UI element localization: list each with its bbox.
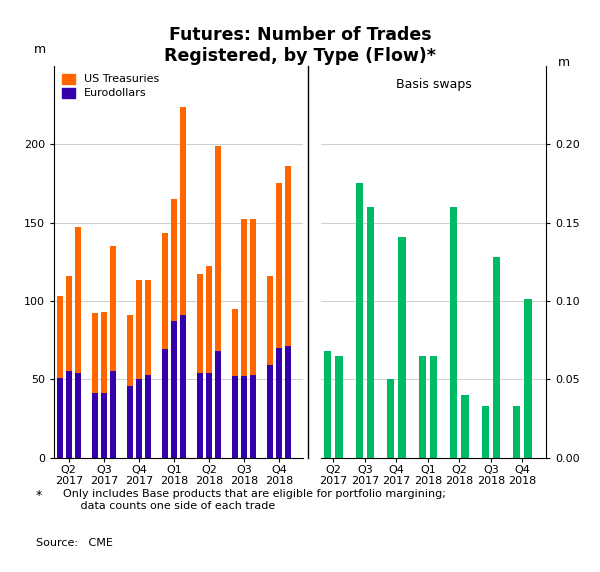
Bar	[145, 375, 151, 458]
Bar	[461, 395, 469, 458]
Bar	[92, 394, 98, 458]
Bar	[136, 280, 142, 379]
Bar	[127, 386, 133, 458]
Bar	[356, 183, 363, 458]
Text: Futures: Number of Trades
Registered, by Type (Flow)*: Futures: Number of Trades Registered, by…	[164, 26, 436, 65]
Bar	[482, 406, 489, 458]
Bar	[197, 274, 203, 373]
Bar	[285, 346, 291, 458]
Bar	[197, 373, 203, 458]
Y-axis label: m: m	[558, 56, 570, 69]
Text: Basis swaps: Basis swaps	[395, 78, 472, 90]
Text: Source:   CME: Source: CME	[36, 538, 113, 547]
Bar	[206, 373, 212, 458]
Bar	[324, 351, 331, 458]
Text: *: *	[36, 489, 42, 502]
Bar	[241, 220, 247, 376]
Bar	[215, 351, 221, 458]
Bar	[56, 378, 62, 458]
Bar	[398, 237, 406, 458]
Bar	[276, 183, 282, 348]
Bar	[215, 146, 221, 351]
Bar	[276, 348, 282, 458]
Bar	[110, 371, 116, 458]
Bar	[232, 309, 238, 376]
Bar	[171, 199, 177, 321]
Bar	[524, 299, 532, 458]
Bar	[430, 356, 437, 458]
Bar	[241, 376, 247, 458]
Bar	[180, 106, 186, 315]
Bar	[493, 257, 500, 458]
Bar	[145, 280, 151, 375]
Bar	[285, 166, 291, 346]
Bar	[110, 246, 116, 371]
Bar	[419, 356, 426, 458]
Bar	[171, 321, 177, 458]
Bar	[232, 376, 238, 458]
Text: Only includes Base products that are eligible for portfolio margining;
     data: Only includes Base products that are eli…	[63, 489, 446, 511]
Legend: US Treasuries, Eurodollars: US Treasuries, Eurodollars	[59, 72, 161, 101]
Bar	[180, 315, 186, 458]
Bar	[450, 207, 457, 458]
Bar	[101, 312, 107, 394]
Bar	[136, 379, 142, 458]
Bar	[101, 394, 107, 458]
Bar	[161, 349, 167, 458]
Bar	[387, 379, 394, 458]
Bar	[66, 276, 72, 371]
Bar	[75, 227, 81, 373]
Bar	[267, 276, 273, 365]
Bar	[56, 296, 62, 378]
Bar	[250, 220, 256, 375]
Bar	[250, 375, 256, 458]
Bar	[206, 267, 212, 373]
Bar	[75, 373, 81, 458]
Bar	[127, 315, 133, 386]
Y-axis label: m: m	[34, 43, 46, 56]
Bar	[161, 233, 167, 349]
Bar	[513, 406, 520, 458]
Bar	[335, 356, 343, 458]
Bar	[267, 365, 273, 458]
Bar	[66, 371, 72, 458]
Bar	[367, 207, 374, 458]
Bar	[92, 313, 98, 394]
